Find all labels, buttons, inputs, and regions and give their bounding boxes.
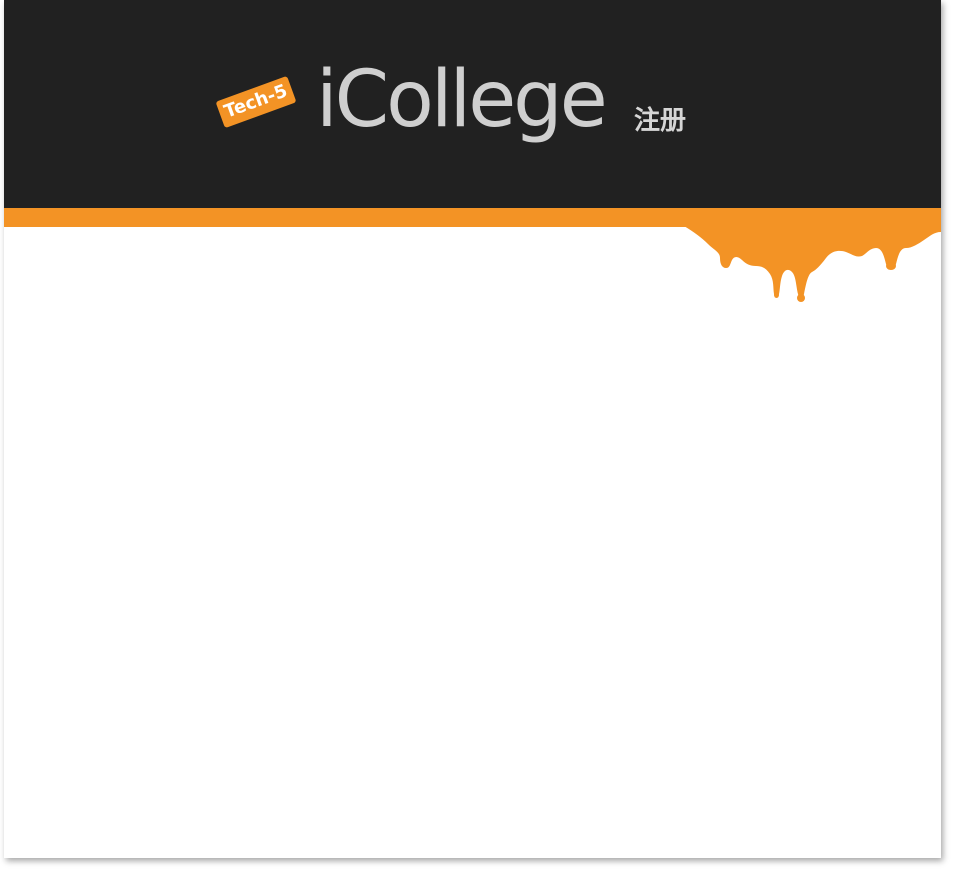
header-banner: Tech-5 iCollege 注册 (4, 0, 941, 208)
tech-badge: Tech-5 (215, 75, 297, 129)
page-subtitle: 注册 (634, 106, 687, 136)
registration-panel: Tech-5 iCollege 注册 (4, 0, 941, 858)
paint-drip-icon (684, 226, 941, 302)
accent-bar (4, 208, 941, 227)
app-title: iCollege (316, 55, 608, 145)
